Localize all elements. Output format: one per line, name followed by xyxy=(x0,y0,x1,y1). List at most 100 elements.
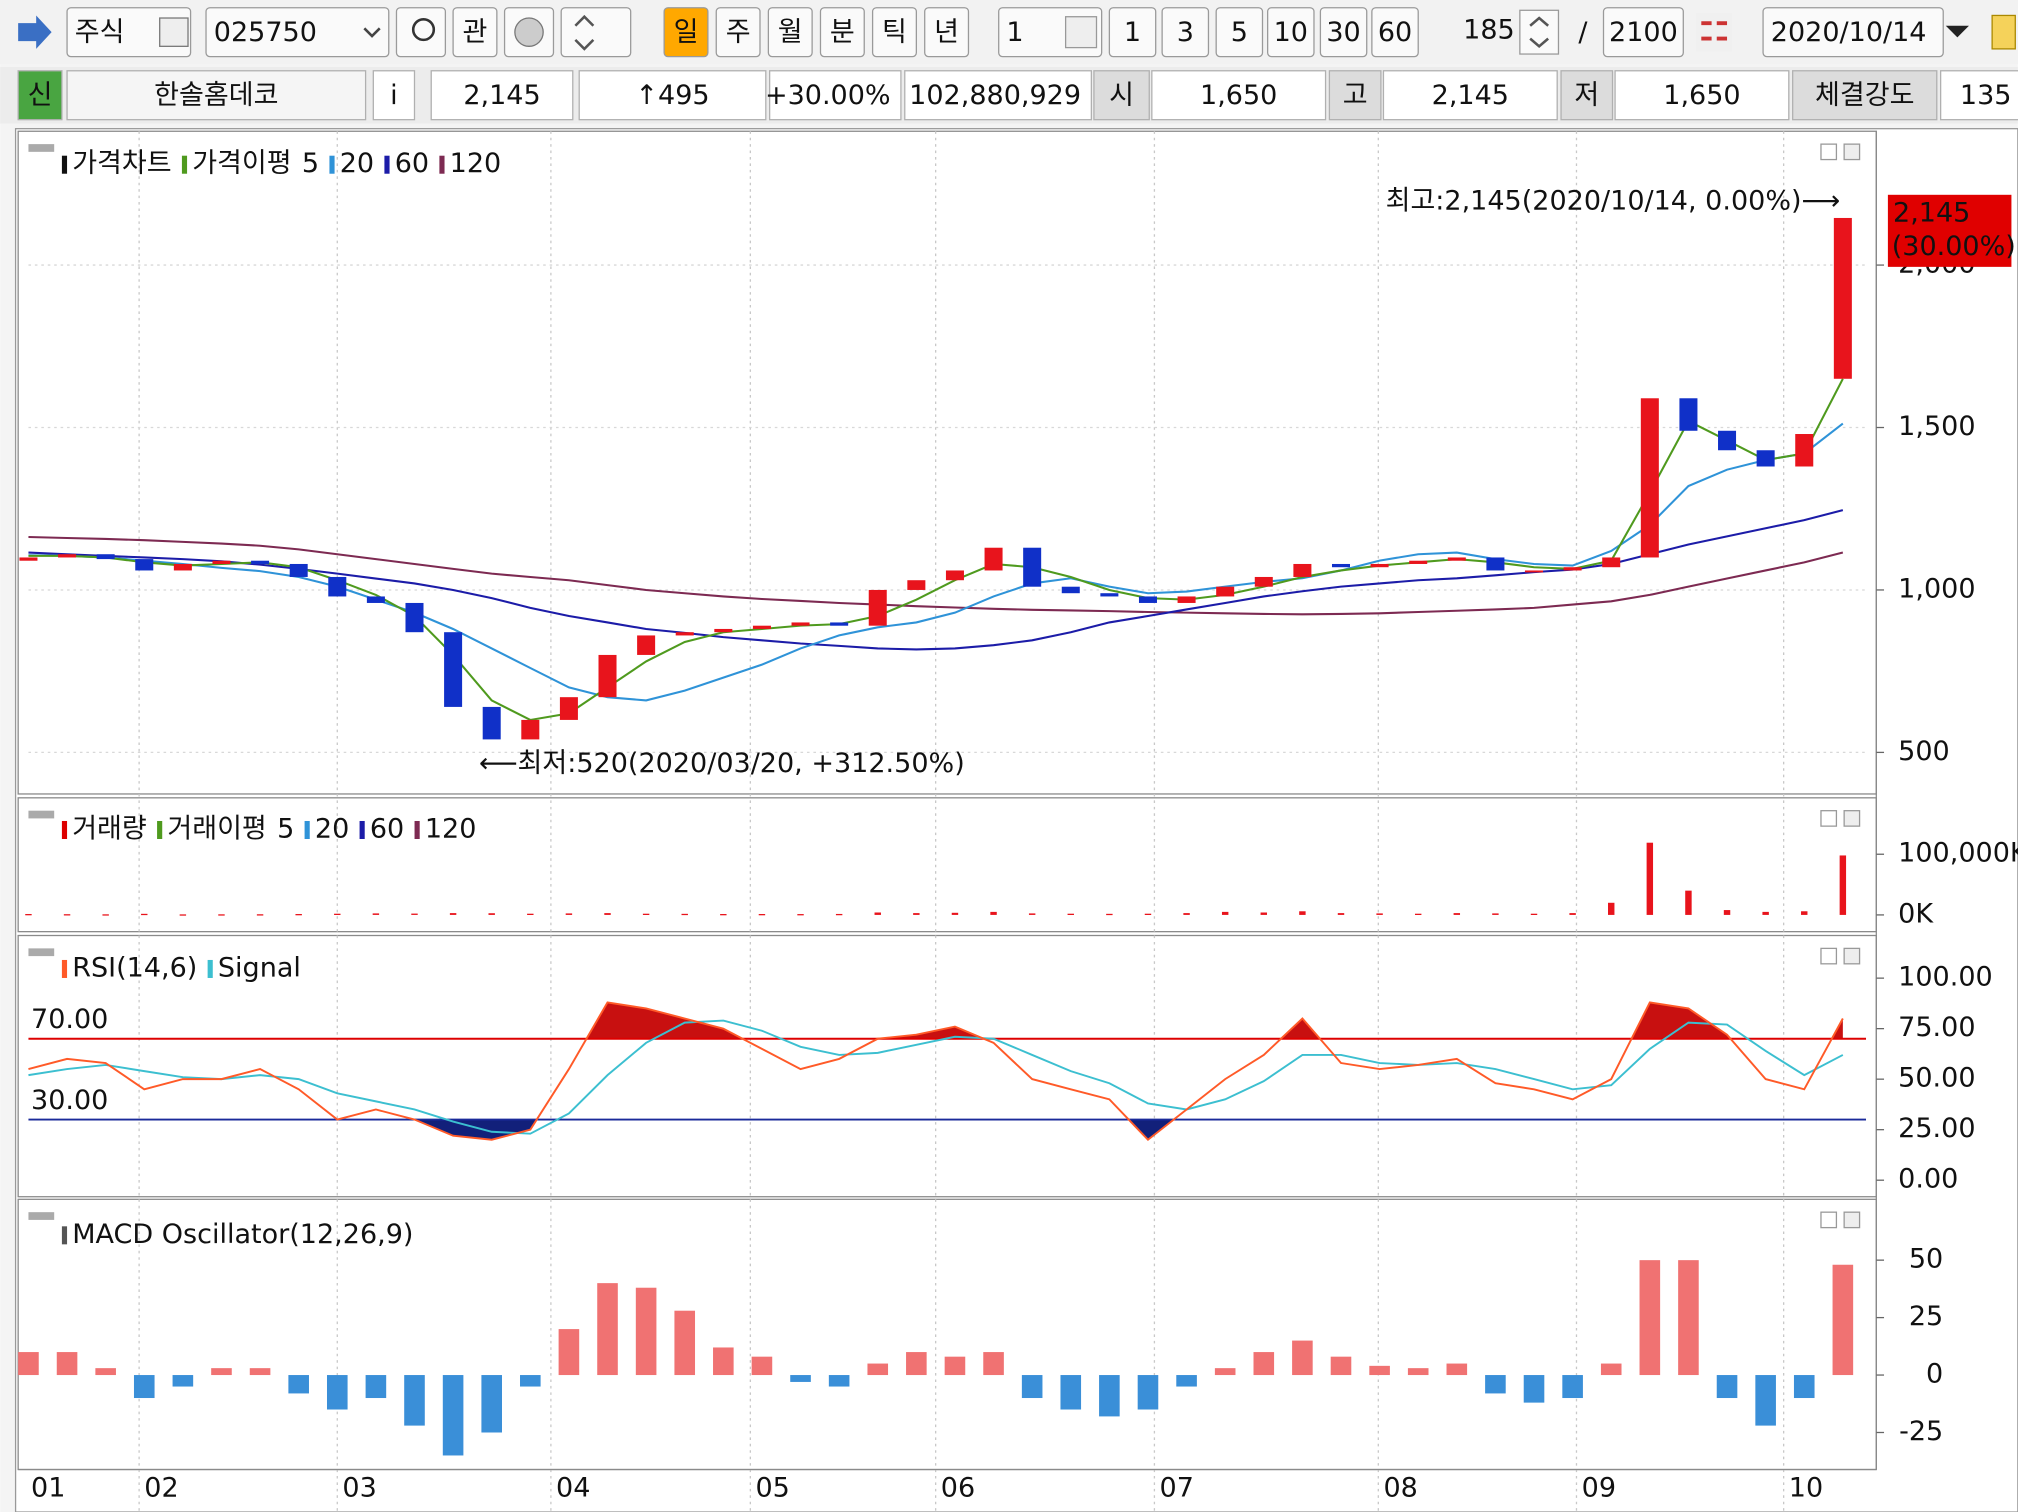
oscillator-bar xyxy=(1060,1375,1082,1410)
button[interactable] xyxy=(1602,7,1684,58)
panel-close[interactable] xyxy=(1843,143,1861,161)
button-label[interactable]: 월 xyxy=(778,17,803,48)
y-tick-label: -25 xyxy=(1899,1416,1943,1447)
button[interactable] xyxy=(1161,7,1210,58)
button[interactable] xyxy=(1319,7,1368,58)
icon[interactable] xyxy=(1696,12,1733,52)
button-label[interactable]: 년 xyxy=(934,17,959,48)
legend-label: RSI(14,6) xyxy=(72,952,197,983)
panel-button[interactable] xyxy=(1820,143,1838,161)
nav-icon[interactable] xyxy=(18,15,52,49)
button-label[interactable]: 2100 xyxy=(1609,17,1678,48)
panel-button[interactable] xyxy=(1820,1211,1838,1229)
oscillator-bar xyxy=(1793,1375,1815,1399)
candle xyxy=(173,563,192,571)
cell xyxy=(1151,70,1327,121)
oscillator-bar xyxy=(1021,1375,1043,1399)
button[interactable] xyxy=(819,7,865,58)
volume-bar xyxy=(681,913,688,916)
dropdown-arrow[interactable] xyxy=(1064,16,1098,49)
candle xyxy=(559,697,578,720)
icon[interactable] xyxy=(1991,14,2016,50)
lower-label: 30.00 xyxy=(31,1085,108,1116)
button-label[interactable]: 025750 xyxy=(214,17,317,48)
last-price-badge xyxy=(1887,194,2012,267)
button-label[interactable]: 일 xyxy=(674,17,699,48)
candle xyxy=(1293,563,1312,577)
volume-bar xyxy=(1839,855,1847,915)
cell xyxy=(1940,70,2018,121)
oscillator-bar xyxy=(1562,1375,1583,1399)
button[interactable] xyxy=(767,7,813,58)
volume-bar xyxy=(1414,913,1422,915)
oscillator-bar xyxy=(1214,1368,1236,1376)
button-label[interactable]: 5 xyxy=(1231,17,1248,48)
oscillator-bar xyxy=(1446,1363,1468,1376)
button-label[interactable]: 주식 xyxy=(75,17,125,48)
quote-value: 1,650 xyxy=(1200,80,1277,111)
quote-value: 2,145 xyxy=(463,80,540,111)
volume-bar xyxy=(256,914,264,916)
dropdown-arrow[interactable] xyxy=(1945,25,1969,38)
button-label[interactable]: 틱 xyxy=(882,17,907,48)
cell xyxy=(578,70,767,121)
button-label[interactable]: 분 xyxy=(830,17,855,48)
button[interactable] xyxy=(1371,7,1419,58)
button[interactable] xyxy=(1267,7,1315,58)
volume-bar xyxy=(372,913,380,915)
legend-swatch xyxy=(61,820,68,839)
volume-bar xyxy=(951,912,959,915)
panel-button[interactable] xyxy=(1820,810,1838,827)
panel xyxy=(17,797,1877,933)
search-button[interactable] xyxy=(395,7,447,58)
y-tick-label: 500 xyxy=(1898,736,1950,767)
legend-label: MACD Oscillator(12,26,9) xyxy=(72,1219,413,1250)
oscillator-bar xyxy=(1639,1260,1661,1376)
count[interactable]: 185 xyxy=(1463,14,1515,45)
candle xyxy=(1370,563,1389,568)
button-label[interactable]: 주 xyxy=(726,17,751,48)
button-label[interactable]: 관 xyxy=(463,17,488,48)
volume-bar xyxy=(874,912,881,915)
panel-close[interactable] xyxy=(1843,1211,1861,1229)
volume-bar xyxy=(1337,913,1345,915)
spinner[interactable] xyxy=(560,7,632,58)
button-label[interactable]: 1 xyxy=(1124,17,1141,48)
oscillator-bar xyxy=(751,1356,773,1376)
cell xyxy=(372,70,416,121)
quote-value: 135 xyxy=(1960,80,2012,111)
oscillator-bar xyxy=(558,1329,580,1376)
button-label[interactable]: 1 xyxy=(1006,17,1023,48)
button-label[interactable]: 3 xyxy=(1177,17,1194,48)
button-label[interactable]: 2020/10/14 xyxy=(1771,17,1927,48)
panel-close[interactable] xyxy=(1843,810,1861,827)
x-tick-label: 10 xyxy=(1789,1472,1823,1503)
volume-bar xyxy=(449,913,457,915)
oscillator-bar xyxy=(56,1352,78,1376)
volume-bar xyxy=(218,914,225,916)
oscillator-bar xyxy=(288,1375,309,1394)
button[interactable] xyxy=(1108,7,1157,58)
oscillator-bar xyxy=(95,1368,116,1376)
button[interactable] xyxy=(924,7,970,58)
oscillator-bar xyxy=(18,1352,39,1376)
panel-close[interactable] xyxy=(1843,947,1861,965)
button[interactable] xyxy=(663,7,709,58)
button-label[interactable]: 10 xyxy=(1274,17,1308,48)
quote-value: 102,880,929 xyxy=(909,80,1081,111)
button[interactable] xyxy=(1215,7,1264,58)
button-label[interactable]: 60 xyxy=(1378,17,1412,48)
button[interactable] xyxy=(452,7,498,58)
button[interactable] xyxy=(205,7,390,58)
panel-button[interactable] xyxy=(1820,947,1838,965)
volume-bar xyxy=(141,913,148,916)
volume-bar xyxy=(1530,913,1538,915)
dropdown-arrow[interactable] xyxy=(159,17,189,47)
button-label[interactable]: 30 xyxy=(1326,17,1360,48)
panel xyxy=(17,130,1877,795)
button[interactable] xyxy=(1762,7,1944,58)
button[interactable] xyxy=(871,7,917,58)
volume-bar xyxy=(63,914,71,916)
button[interactable] xyxy=(715,7,761,58)
